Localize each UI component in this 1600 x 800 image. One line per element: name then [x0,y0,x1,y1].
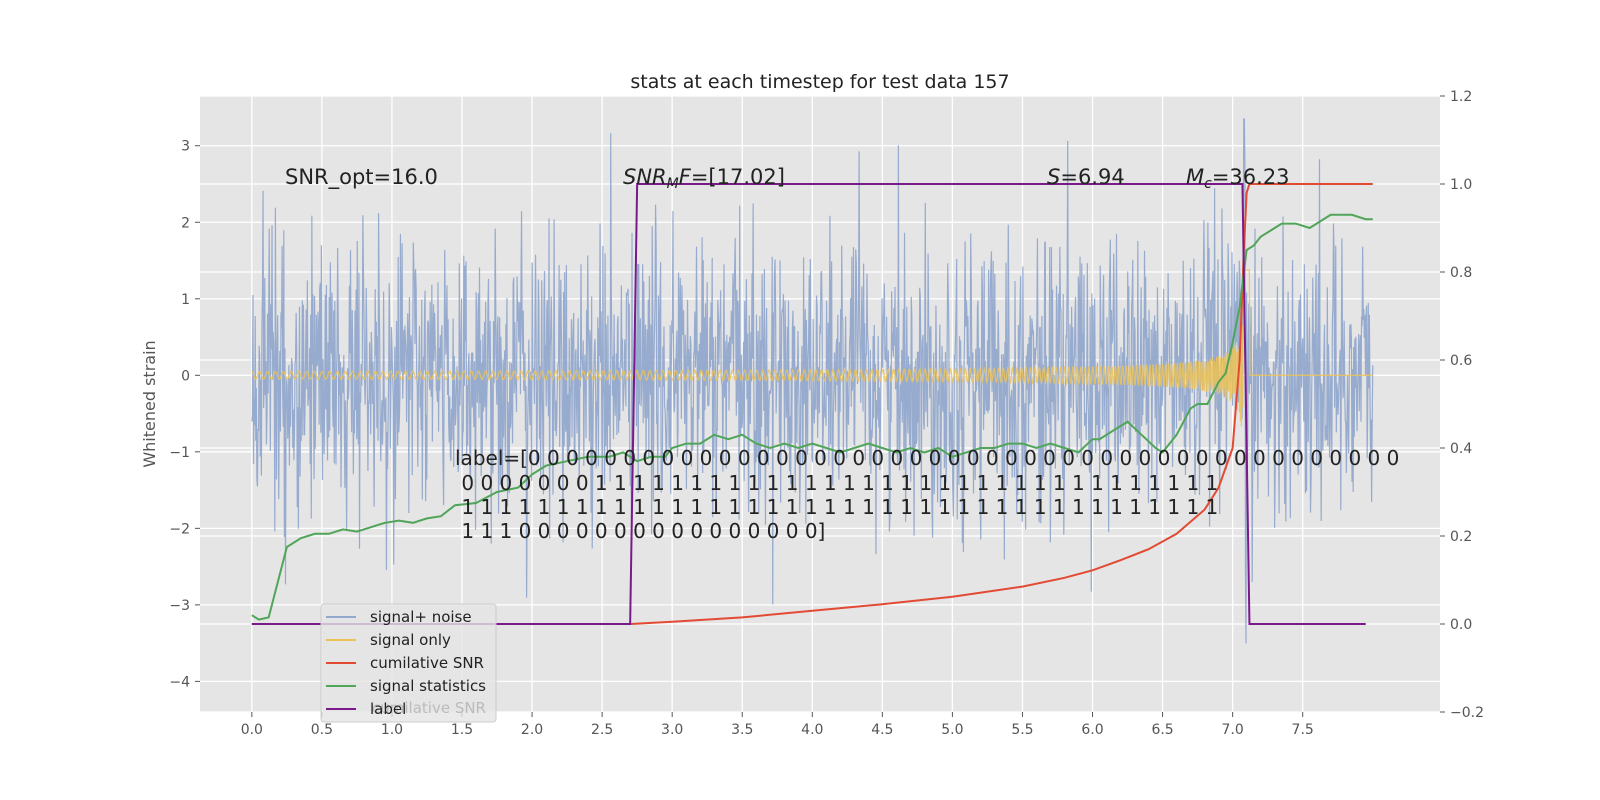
series-label-line [251,183,1366,625]
legend-item-cumulative-snr: cumilative SNR [326,654,484,672]
y-left-tick-label: −3 [169,598,190,614]
legend-label-label: label [370,700,406,718]
y-right-tick-label: 0.6 [1450,353,1472,369]
x-tick-label: 3.0 [661,722,683,738]
s-symbol: S [1047,165,1060,189]
y-right-tick-label: 1.0 [1450,177,1472,193]
x-tick-label: 0.5 [311,722,333,738]
y-left-tick-label: −2 [169,521,190,537]
annotations: SNR_opt=16.0 SNRMF=[17.02] S=6.94 Mc=36.… [285,165,1399,543]
x-tick-label: 6.5 [1151,722,1173,738]
label-line-4: 1 1 1 0 0 0 0 0 0 0 0 0 0 0 0 0 0 0 0] [455,519,825,543]
legend-label-signal-only: signal only [370,631,451,649]
axes: 0.0 0.5 1.0 1.5 2.0 2.5 3.0 3.5 4.0 4.5 5.0 5.5 6.0 6… [169,89,1484,738]
y-right-tick-label: 1.2 [1450,89,1472,105]
y-right-tick-label: −0.2 [1450,705,1484,721]
legend-item-signal-only: signal only [326,631,451,649]
x-tick-label: 7.0 [1222,722,1244,738]
x-tick-label: 2.5 [591,722,613,738]
x-tick-label: 1.0 [381,722,403,738]
snr-mf-variable: F [679,165,692,189]
series-signal-noise-line [251,118,1374,644]
y-left-tick-label: −4 [169,674,190,690]
y-right-tick-label: 0.0 [1450,617,1472,633]
x-tick-label: 3.5 [731,722,753,738]
mc-symbol: M [1186,165,1204,189]
x-tick-label: 5.0 [941,722,963,738]
legend: cumilative SNR signal+ noise signal only… [320,603,497,723]
label-array-annotation: label=[0 0 0 0 0 0 0 0 0 0 0 0 0 0 0 0 0… [455,446,1399,543]
y-left-tick-label: 0 [181,368,190,384]
y-right-tick-label: 0.8 [1450,265,1472,281]
s-annotation: S=6.94 [1047,165,1125,189]
legend-label-signal-noise: signal+ noise [370,608,472,626]
snr-mf-subscript: M [667,176,679,192]
mc-annotation: Mc=36.23 [1186,165,1290,192]
y-right-tick-label: 0.2 [1450,529,1472,545]
y-left-tick-label: 1 [181,292,190,308]
series-signal-statistics-line [251,213,1373,621]
label-line-1: label=[0 0 0 0 0 0 0 0 0 0 0 0 0 0 0 0 0… [455,446,1399,470]
snr-mf-annotation: SNRMF=[17.02] [623,165,785,192]
x-tick-label: 7.5 [1292,722,1314,738]
legend-item-signal-noise: signal+ noise [326,608,472,626]
snr-opt-annotation: SNR_opt=16.0 [285,165,438,190]
label-line-2: 0 0 0 0 0 0 0 1 1 1 1 1 1 1 1 1 1 1 1 1 … [455,471,1218,495]
legend-item-signal-statistics: signal statistics [326,677,486,695]
x-tick-label: 4.5 [871,722,893,738]
x-tick-label: 5.5 [1011,722,1033,738]
label-line-3: 1 1 1 1 1 1 1 1 1 1 1 1 1 1 1 1 1 1 1 1 … [455,495,1218,519]
x-tick-label: 1.5 [451,722,473,738]
y-left-tick-label: 2 [181,215,190,231]
legend-label-signal-statistics: signal statistics [370,677,486,695]
x-tick-label: 6.0 [1081,722,1103,738]
mc-subscript: c [1204,176,1212,192]
series-signal-only-line [251,269,1373,427]
legend-overlap-text: cumilative SNR [372,699,486,717]
y-right-tick-label: 0.4 [1450,441,1472,457]
chart-title: stats at each timestep for test data 157 [630,71,1009,93]
y-axis-label: Whitened strain [140,340,159,467]
x-tick-label: 0.0 [241,722,263,738]
y-left-tick-label: −1 [169,445,190,461]
x-tick-label: 2.0 [521,722,543,738]
snr-mf-symbol: SNR [623,165,667,189]
legend-box [320,603,497,723]
y-left-tick-label: 3 [181,139,190,155]
grid [200,95,1440,713]
snr-mf-value: =[17.02] [691,165,785,189]
s-value: =6.94 [1060,165,1124,189]
legend-item-label: label [326,700,406,718]
legend-label-cumulative-snr: cumilative SNR [370,654,484,672]
mc-value: =36.23 [1212,165,1290,189]
series-layer [251,118,1374,644]
x-tick-label: 4.0 [801,722,823,738]
